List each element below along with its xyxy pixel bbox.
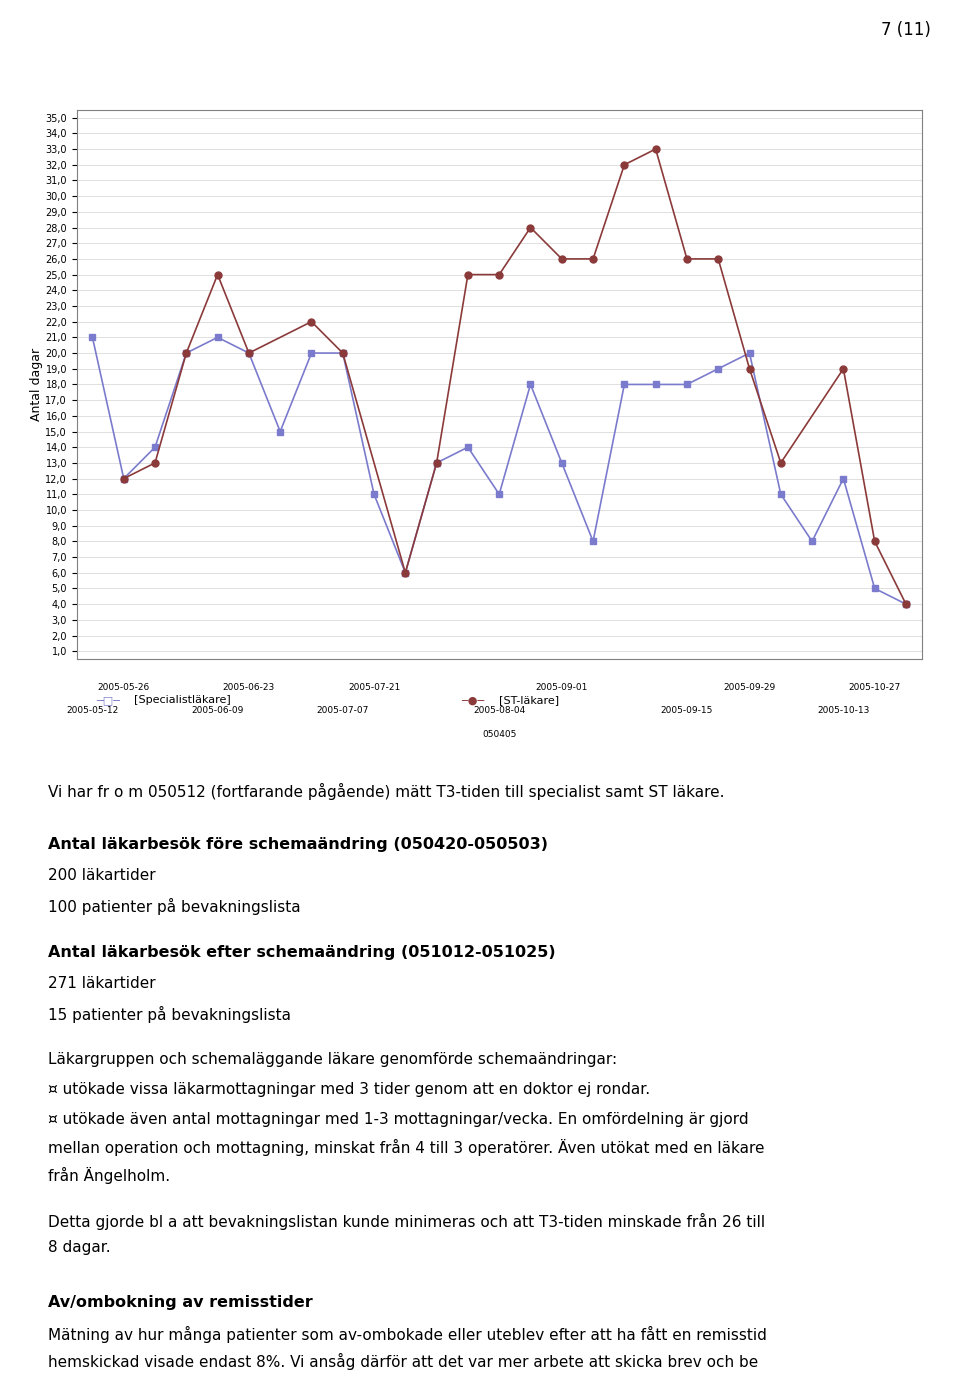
Text: 2005-06-09: 2005-06-09 [191,706,244,715]
Text: 2005-09-29: 2005-09-29 [724,682,776,692]
Text: 271 läkartider: 271 läkartider [48,976,156,991]
Text: 2005-10-13: 2005-10-13 [817,706,870,715]
Text: Läkargruppen och schemaläggande läkare genomförde schemaändringar:: Läkargruppen och schemaläggande läkare g… [48,1052,617,1067]
Text: Antal läkarbesök efter schemaändring (051012-051025): Antal läkarbesök efter schemaändring (05… [48,945,556,960]
Text: 2005-10-27: 2005-10-27 [849,682,900,692]
Text: 7 (11): 7 (11) [881,21,931,38]
Text: 050405: 050405 [482,729,516,739]
Text: [ST-läkare]: [ST-läkare] [499,695,560,706]
Text: 100 patienter på bevakningslista: 100 patienter på bevakningslista [48,898,300,916]
Text: hemskickad visade endast 8%. Vi ansåg därför att det var mer arbete att skicka b: hemskickad visade endast 8%. Vi ansåg dä… [48,1354,758,1370]
Text: Mätning av hur många patienter som av-ombokade eller uteblev efter att ha fått e: Mätning av hur många patienter som av-om… [48,1326,767,1343]
Text: Av/ombokning av remisstider: Av/ombokning av remisstider [48,1295,313,1310]
Text: ─□─: ─□─ [96,695,120,706]
Text: ¤ utökade även antal mottagningar med 1-3 mottagningar/vecka. En omfördelning är: ¤ utökade även antal mottagningar med 1-… [48,1112,749,1127]
Text: 2005-05-26: 2005-05-26 [98,682,150,692]
Text: 8 dagar.: 8 dagar. [48,1240,110,1255]
Text: 2005-05-12: 2005-05-12 [66,706,119,715]
Text: 15 patienter på bevakningslista: 15 patienter på bevakningslista [48,1006,291,1023]
Text: [Specialistläkare]: [Specialistläkare] [134,695,231,706]
Text: Detta gjorde bl a att bevakningslistan kunde minimeras och att T3-tiden minskade: Detta gjorde bl a att bevakningslistan k… [48,1212,765,1230]
Text: 2005-07-21: 2005-07-21 [348,682,400,692]
Text: 2005-06-23: 2005-06-23 [223,682,275,692]
Text: ─●─: ─●─ [461,695,484,706]
Text: 2005-08-04: 2005-08-04 [473,706,525,715]
Text: 2005-09-15: 2005-09-15 [660,706,713,715]
Text: från Ängelholm.: från Ängelholm. [48,1167,170,1184]
Text: 2005-09-01: 2005-09-01 [536,682,588,692]
Y-axis label: Antal dagar: Antal dagar [30,347,42,422]
Text: 200 läkartider: 200 läkartider [48,869,156,883]
Text: Antal läkarbesök före schemaändring (050420-050503): Antal läkarbesök före schemaändring (050… [48,838,548,853]
Text: ¤ utökade vissa läkarmottagningar med 3 tider genom att en doktor ej rondar.: ¤ utökade vissa läkarmottagningar med 3 … [48,1082,650,1097]
Text: mellan operation och mottagning, minskat från 4 till 3 operatörer. Även utökat m: mellan operation och mottagning, minskat… [48,1140,764,1156]
Text: 2005-07-07: 2005-07-07 [317,706,369,715]
Text: Vi har fr o m 050512 (fortfarande pågående) mätt T3-tiden till specialist samt S: Vi har fr o m 050512 (fortfarande pågåen… [48,783,725,799]
